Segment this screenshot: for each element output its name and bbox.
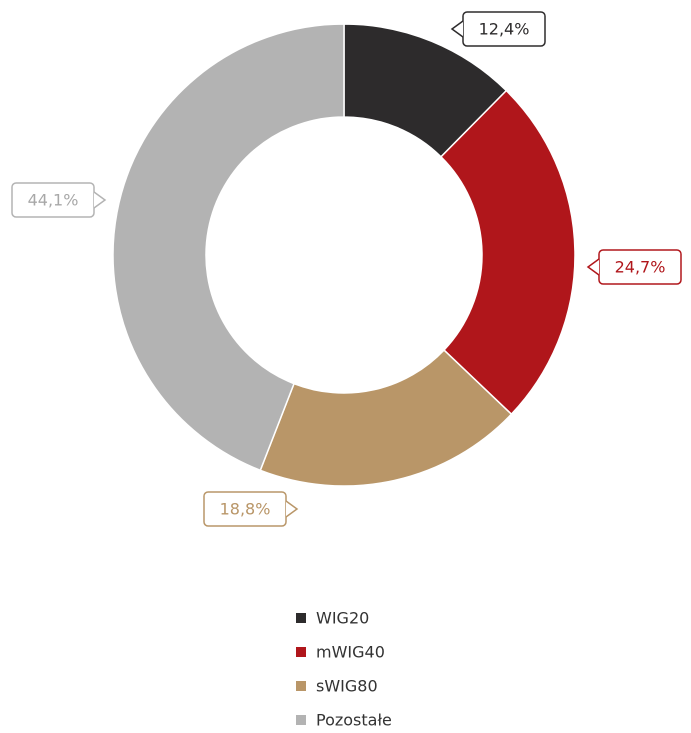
legend-label: mWIG40 [316,643,385,662]
callout-pointer [450,20,464,38]
legend-swatch [296,613,306,623]
callout-pointer-fill [588,259,599,275]
legend-swatch [296,715,306,725]
callout-pointer-fill [286,501,297,517]
legend-swatch [296,681,306,691]
data-label: 18,8% [220,500,271,519]
callout-pointer [586,258,600,276]
slice [259,349,513,487]
callout-pointer-fill [452,21,463,37]
slice [112,23,345,472]
legend-swatch [296,647,306,657]
callout-pointer [285,500,299,518]
data-label: 24,7% [615,258,666,277]
legend-label: WIG20 [316,609,369,628]
data-label: 12,4% [479,20,530,39]
legend-label: sWIG80 [316,677,378,696]
slice [439,89,576,416]
legend-label: Pozostałe [316,711,392,730]
callout-pointer-fill [94,192,105,208]
data-label: 44,1% [28,191,79,210]
callout-pointer [93,191,107,209]
